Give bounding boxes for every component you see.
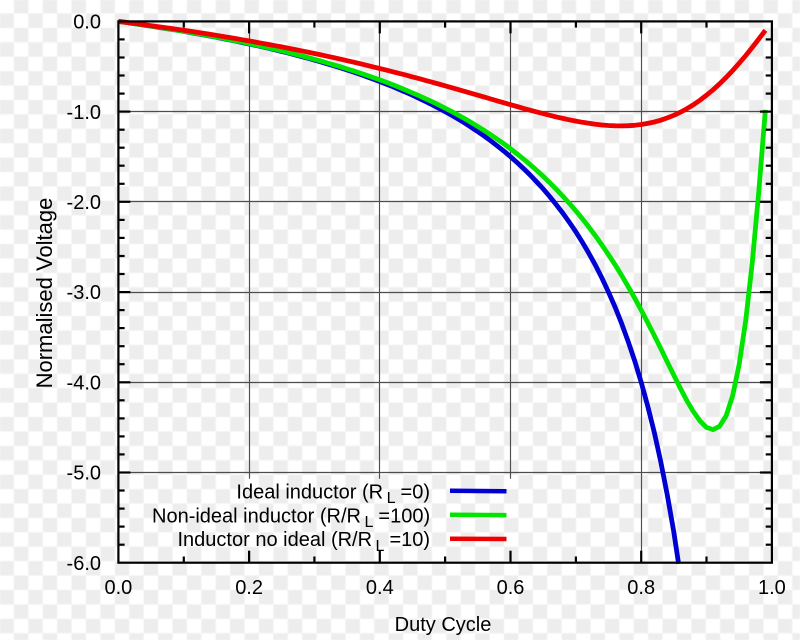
svg-text:-2.0: -2.0 [67,192,101,214]
svg-text:Ideal inductor (RL=0): Ideal inductor (R L =0) [236,481,430,507]
svg-text:-6.0: -6.0 [67,553,101,575]
svg-text:Normalised Voltage: Normalised Voltage [32,198,57,389]
svg-text:1.0: 1.0 [758,577,786,599]
svg-text:-3.0: -3.0 [67,282,101,304]
svg-text:0.6: 0.6 [497,577,525,599]
svg-text:Duty Cycle: Duty Cycle [395,614,492,636]
svg-text:Non-ideal inductor (R/RL=100): Non-ideal inductor (R/R L =100) [152,505,430,531]
svg-text:-1.0: -1.0 [67,102,101,124]
svg-text:0.4: 0.4 [366,577,394,599]
svg-text:-5.0: -5.0 [67,463,101,485]
svg-text:0.8: 0.8 [627,577,655,599]
svg-text:Inductor no ideal (R/RL=10): Inductor no ideal (R/R L =10) [178,529,431,555]
svg-text:0.2: 0.2 [235,577,263,599]
svg-text:-4.0: -4.0 [67,373,101,395]
svg-text:0.0: 0.0 [104,577,132,599]
svg-text:0.0: 0.0 [73,12,101,34]
